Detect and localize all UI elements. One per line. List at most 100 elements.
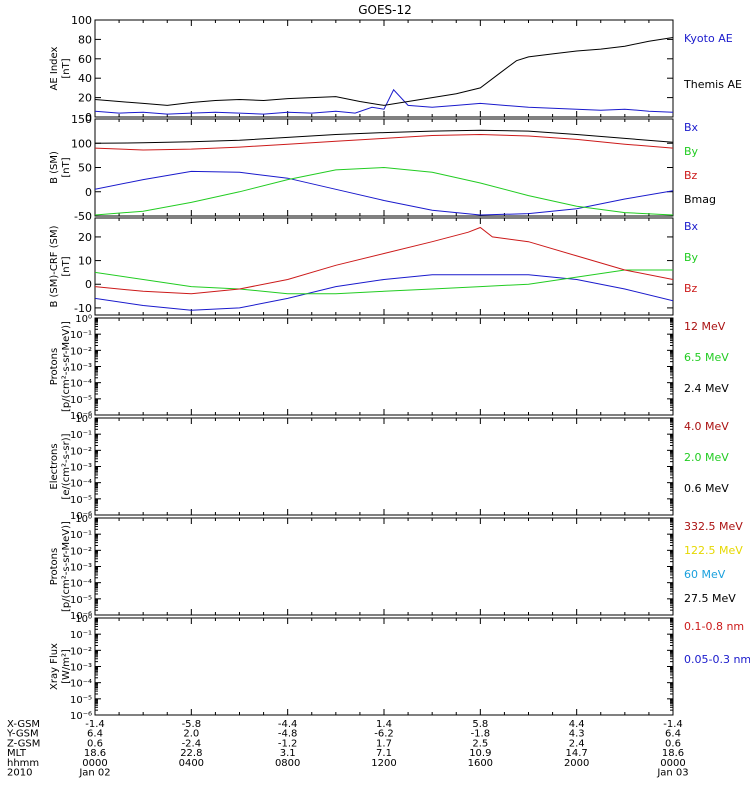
- ephemeris-footer: X-GSM -1.4 -5.8 -4.4 1.4 5.8 4.4 -1.4 Y-GSM 6.4 2.…: [6, 719, 689, 779]
- footer-value: 1600: [468, 758, 493, 769]
- footer-value: 0800: [275, 758, 300, 769]
- y-tick-label: 10⁻⁵: [70, 395, 92, 406]
- footer-value: -6.2: [374, 729, 394, 740]
- y-tick-label: 40: [78, 72, 92, 85]
- footer-value: 3.1: [280, 748, 296, 759]
- y-tick-label: 150: [71, 113, 92, 126]
- y-axis-title: [p/(cm²-s-sr-MeV)]: [61, 321, 72, 412]
- y-tick-label: 10⁻¹: [70, 630, 92, 641]
- legend-entry: 2.0 MeV: [684, 451, 729, 464]
- panel-frame: [94, 417, 674, 516]
- y-tick-label: 10⁻²: [70, 346, 92, 357]
- y-tick-label: 10⁰: [75, 514, 92, 525]
- footer-value: -1.2: [278, 738, 298, 749]
- legend-entry: By: [684, 251, 699, 264]
- y-tick-label: 100: [71, 137, 92, 150]
- footer-value: 1.7: [376, 738, 392, 749]
- legend-entry: 0.05-0.3 nm: [684, 653, 750, 666]
- y-tick-label: 10⁻¹: [70, 530, 92, 541]
- y-tick-label: 10⁻²: [70, 546, 92, 557]
- y-tick-label: 10⁻¹: [70, 330, 92, 341]
- y-tick-label: 60: [78, 53, 92, 66]
- y-axis-title: [nT]: [61, 157, 72, 177]
- footer-value: 7.1: [376, 748, 392, 759]
- y-tick-label: 10⁻²: [70, 646, 92, 657]
- y-tick-label: 10⁰: [75, 614, 92, 625]
- series-line: [95, 133, 673, 151]
- footer-value: 2.4: [569, 738, 585, 749]
- y-axis-title: B (SM)-CRF (SM): [49, 225, 60, 307]
- panel-1: 0 20 40 60 80 100 AE Index [nT] Kyoto AE Themis A…: [49, 14, 742, 124]
- y-tick-label: 10⁻³: [70, 663, 92, 674]
- legend-entry: 4.0 MeV: [684, 420, 729, 433]
- footer-value: Jan 03: [656, 768, 688, 779]
- page-title: GOES-12: [358, 3, 412, 17]
- panel-frame: [94, 517, 674, 616]
- y-tick-label: 10⁰: [75, 314, 92, 325]
- y-axis-title: Xray Flux: [49, 643, 60, 690]
- y-tick-label: 10⁻³: [70, 563, 92, 574]
- footer-value: 14.7: [566, 748, 588, 759]
- footer-value: 4.4: [569, 719, 585, 730]
- footer-row-label: MLT: [7, 748, 27, 759]
- legend-entry: Bx: [684, 220, 699, 233]
- footer-value: 6.4: [665, 729, 681, 740]
- footer-value: -5.8: [182, 719, 202, 730]
- footer-value: -1.8: [471, 729, 491, 740]
- y-tick-label: 10⁻⁴: [70, 679, 92, 690]
- footer-value: -4.4: [278, 719, 298, 730]
- footer-value: 0000: [82, 758, 107, 769]
- footer-value: 18.6: [662, 748, 684, 759]
- footer-value: -2.4: [182, 738, 202, 749]
- series-line: [95, 129, 673, 144]
- y-tick-label: 10⁻⁴: [70, 579, 92, 590]
- y-axis-title: AE Index: [49, 46, 60, 90]
- y-tick-label: 0: [85, 278, 92, 291]
- y-tick-label: 10⁻⁵: [70, 595, 92, 606]
- legend-entry: 60 MeV: [684, 568, 726, 581]
- series-line: [95, 170, 673, 216]
- legend-entry: 2.4 MeV: [684, 382, 729, 395]
- series-line: [95, 269, 673, 295]
- y-tick-label: 10⁻⁵: [70, 695, 92, 706]
- y-axis-title: [nT]: [61, 256, 72, 276]
- footer-value: -1.4: [85, 719, 105, 730]
- footer-value: 0000: [660, 758, 685, 769]
- y-tick-label: 0: [85, 111, 92, 124]
- footer-value: 2.0: [183, 729, 199, 740]
- panel-6: 10⁻⁶ 10⁻⁵ 10⁻⁴ 10⁻³ 10⁻² 10⁻¹ 10⁰ Protons [p/(cm…: [49, 514, 743, 622]
- panel-2: -50 0 50 100 150 B (SM) [nT] Bx By Bz Bmag: [49, 113, 716, 223]
- y-tick-label: 10⁻¹: [70, 430, 92, 441]
- legend-entry: By: [684, 145, 699, 158]
- footer-row-label: Y-GSM: [6, 729, 39, 740]
- y-tick-label: 0: [85, 186, 92, 199]
- footer-value: 2.5: [472, 738, 488, 749]
- y-tick-label: 10⁻³: [70, 463, 92, 474]
- y-axis-title: [W/m²]: [61, 649, 72, 684]
- y-tick-label: 10⁻⁵: [70, 495, 92, 506]
- footer-value: 0.6: [665, 738, 681, 749]
- y-tick-label: 80: [78, 33, 92, 46]
- y-tick-label: 10⁻⁴: [70, 479, 92, 490]
- series-line: [95, 226, 673, 295]
- legend-entry: 332.5 MeV: [684, 520, 743, 533]
- footer-value: 4.3: [569, 729, 585, 740]
- panel-4: 10⁻⁶ 10⁻⁵ 10⁻⁴ 10⁻³ 10⁻² 10⁻¹ 10⁰ Protons [p/(cm…: [49, 314, 729, 422]
- panel-frame: [94, 617, 674, 716]
- footer-row-label: 2010: [7, 768, 32, 779]
- legend-entry: 12 MeV: [684, 320, 726, 333]
- y-tick-label: 50: [78, 162, 92, 175]
- footer-value: 2000: [564, 758, 589, 769]
- legend-entry: Bx: [684, 121, 699, 134]
- y-tick-label: 10⁻⁶: [70, 611, 92, 622]
- y-tick-label: 10: [78, 255, 92, 268]
- y-tick-label: -50: [74, 210, 92, 223]
- footer-row-label: X-GSM: [7, 719, 40, 730]
- y-tick-label: 20: [78, 231, 92, 244]
- series-line: [95, 166, 673, 216]
- legend-entry: Kyoto AE: [684, 32, 733, 45]
- y-tick-label: 100: [71, 14, 92, 27]
- y-tick-label: 10⁻⁶: [70, 511, 92, 522]
